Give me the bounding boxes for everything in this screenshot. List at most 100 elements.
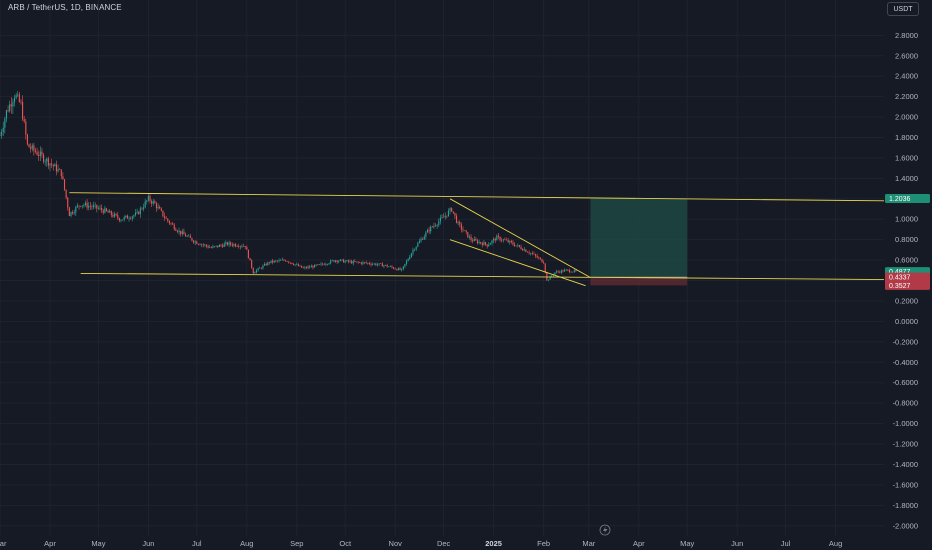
- candle-body: [283, 259, 285, 261]
- y-tick-label: -1.8000: [893, 501, 918, 510]
- candle-body: [467, 232, 469, 238]
- candle: [184, 232, 187, 237]
- candle-body: [225, 242, 227, 244]
- candle-body: [5, 110, 8, 119]
- candle-body: [491, 240, 493, 244]
- candle-body: [160, 208, 162, 211]
- candle: [330, 259, 332, 265]
- y-tick-label: -2.0000: [893, 521, 918, 530]
- candle-body: [309, 266, 311, 268]
- y-tick-label: 1.6000: [895, 153, 918, 162]
- candle: [183, 228, 185, 235]
- candle: [355, 261, 358, 263]
- candle-body: [357, 261, 359, 263]
- candle-body: [34, 150, 37, 153]
- candle: [280, 258, 282, 261]
- candle-body: [351, 261, 353, 264]
- candle-body: [12, 102, 14, 107]
- y-tick-label: 0.0000: [895, 317, 918, 326]
- candle: [28, 143, 30, 148]
- candle: [238, 243, 240, 249]
- candle: [533, 251, 535, 255]
- candle: [312, 264, 314, 270]
- candle: [68, 206, 70, 217]
- candle-body: [38, 155, 40, 156]
- candle: [131, 215, 133, 222]
- candle: [65, 189, 67, 200]
- candle-body: [26, 134, 28, 145]
- candle-body: [123, 217, 125, 220]
- currency-button[interactable]: USDT: [887, 2, 919, 16]
- candle-body: [186, 236, 188, 237]
- candle-body: [110, 211, 112, 215]
- candle-body: [373, 263, 375, 265]
- candle-body: [473, 239, 475, 242]
- candle: [288, 261, 290, 264]
- candle: [555, 269, 558, 274]
- candle: [47, 156, 49, 169]
- candle-body: [533, 253, 535, 255]
- candle-body: [501, 240, 503, 241]
- candle-body: [39, 151, 41, 156]
- candle-body: [173, 224, 175, 230]
- candle: [247, 249, 249, 259]
- y-tick-label: -1.0000: [893, 419, 918, 428]
- candle: [120, 219, 122, 223]
- candle: [52, 164, 54, 171]
- candle-body: [375, 263, 377, 266]
- candle: [352, 259, 354, 266]
- candle: [296, 262, 298, 266]
- candle: [152, 199, 154, 206]
- candle-body: [220, 244, 222, 246]
- candle-body: [230, 242, 232, 245]
- candle: [96, 204, 98, 213]
- candle: [488, 242, 490, 247]
- candle: [415, 246, 417, 251]
- candle-body: [223, 243, 225, 247]
- candle-body: [265, 263, 267, 266]
- candle: [518, 244, 520, 248]
- candle: [210, 246, 212, 249]
- candle-body: [522, 249, 524, 251]
- candle: [259, 266, 261, 269]
- candle: [236, 244, 238, 248]
- stop-price-badge-bg: [885, 280, 930, 290]
- candle-body: [523, 249, 525, 251]
- candle-body: [83, 205, 85, 206]
- candle-body: [89, 205, 91, 207]
- candle: [378, 263, 380, 267]
- candle: [412, 247, 414, 256]
- candle-body: [380, 263, 382, 265]
- candle-body: [376, 264, 379, 266]
- candle: [297, 263, 299, 267]
- candle: [180, 230, 182, 237]
- candle-body: [364, 262, 366, 263]
- candle-body: [383, 265, 385, 267]
- candle-body: [254, 272, 256, 274]
- candle-body: [31, 145, 33, 149]
- candle: [110, 210, 112, 218]
- candle-body: [464, 230, 466, 232]
- candle: [194, 240, 196, 246]
- candle-body: [381, 263, 383, 267]
- candle-body: [534, 254, 537, 256]
- candle: [528, 250, 530, 255]
- candle-body: [507, 240, 509, 243]
- candle: [480, 241, 482, 245]
- candle: [278, 258, 280, 263]
- candle: [165, 215, 167, 219]
- candle-body: [147, 196, 149, 201]
- candle-body: [420, 239, 422, 242]
- candle: [338, 260, 340, 264]
- candle-body: [80, 206, 82, 207]
- candle-body: [339, 259, 341, 261]
- stop-zone: [590, 277, 688, 286]
- candle: [94, 202, 96, 209]
- candle: [55, 160, 58, 176]
- candle: [118, 217, 120, 223]
- candle-body: [105, 208, 108, 211]
- candle-body: [44, 161, 46, 163]
- candle: [18, 91, 20, 103]
- candle-body: [438, 221, 440, 225]
